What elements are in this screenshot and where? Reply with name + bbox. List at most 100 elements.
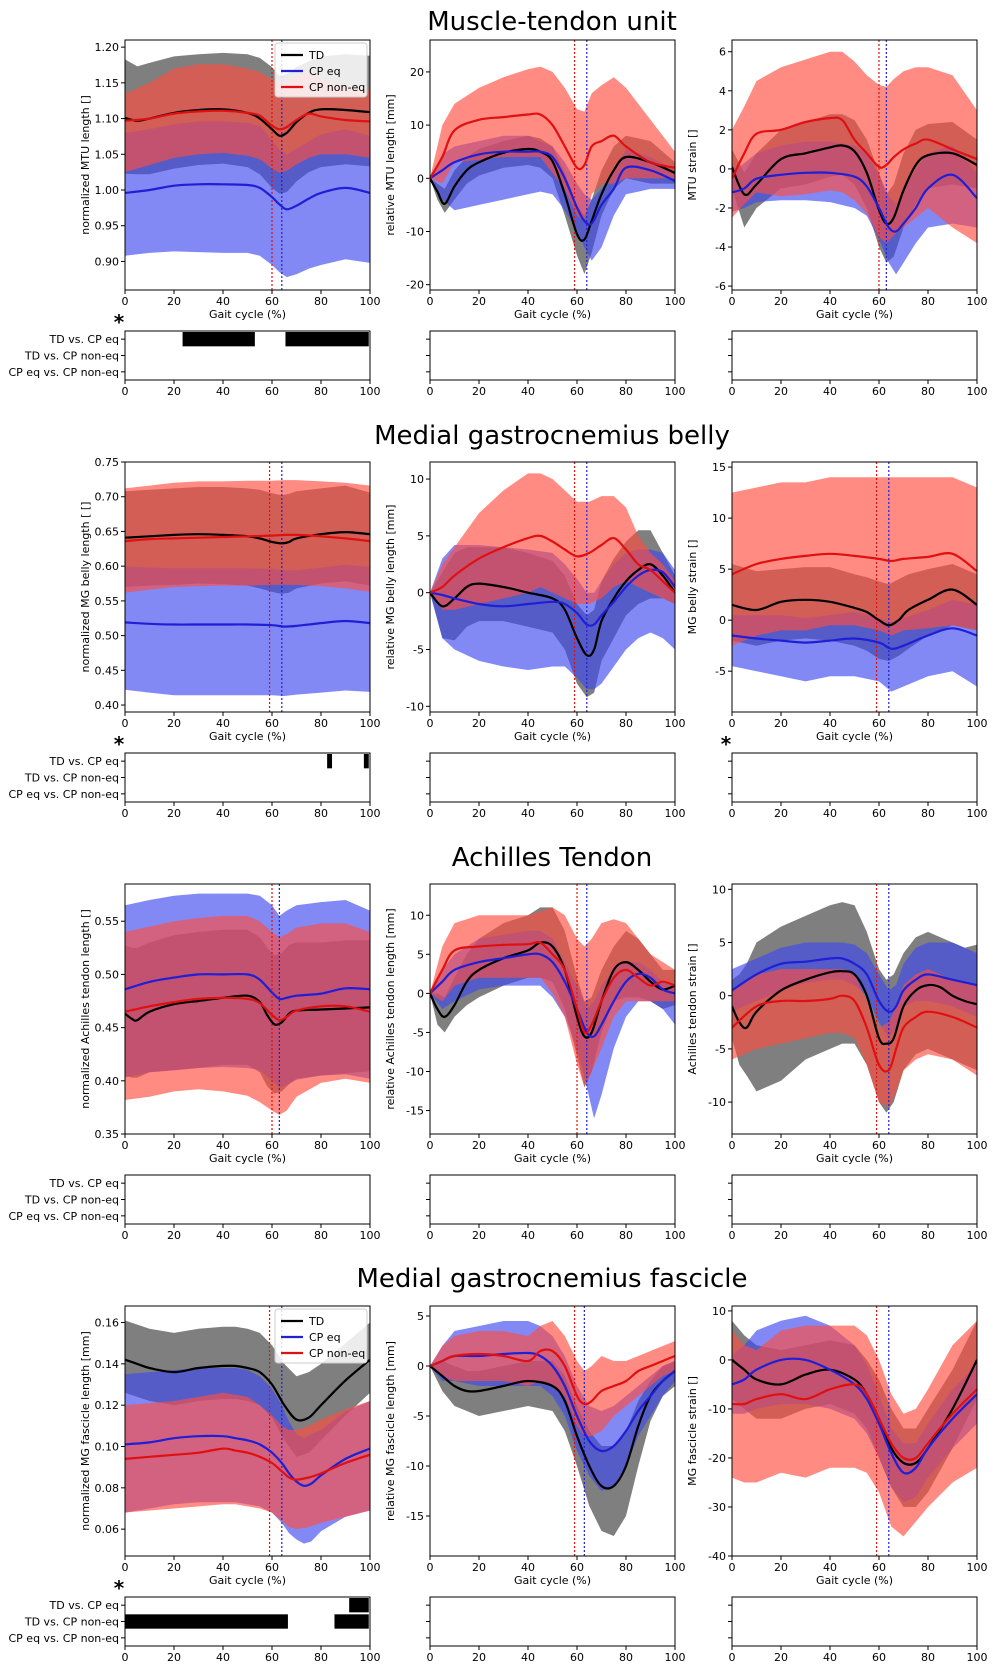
- mean-line-cp-eq: [125, 972, 370, 1001]
- y-tick-label: 5: [417, 1310, 424, 1323]
- sig-x-tick-label: 100: [967, 1651, 988, 1664]
- sig-x-tick-label: 0: [427, 1229, 434, 1242]
- band-cp-non-eq: [732, 51, 977, 244]
- x-tick-label: 60: [872, 295, 886, 308]
- x-tick-label: 80: [921, 295, 935, 308]
- mean-line-cp-eq: [732, 1357, 977, 1475]
- sig-x-tick-label: 0: [729, 1229, 736, 1242]
- sig-x-tick-label: 20: [774, 807, 788, 820]
- x-tick-label: 0: [729, 717, 736, 730]
- chart-plot-area: [125, 462, 370, 712]
- mean-line-cp-non-eq: [430, 940, 675, 1035]
- legend: TD CP eq CP non-eq: [274, 42, 368, 98]
- sig-x-tick-label: 40: [216, 385, 230, 398]
- sig-x-tick-label: 0: [122, 385, 129, 398]
- y-axis-label: normalized MG fascicle length [mm]: [79, 1331, 92, 1531]
- legend: TD CP eq CP non-eq: [274, 1308, 368, 1364]
- y-axis-label: normalized Achilles tendon length []: [79, 909, 92, 1109]
- significance-frame: [429, 1596, 676, 1647]
- x-tick-label: 100: [360, 295, 381, 308]
- x-axis-label: Gait cycle (%): [209, 1152, 286, 1165]
- y-tick-label: 1.00: [95, 184, 120, 197]
- significance-panel: 0 20 40 60 80 100: [426, 1596, 686, 1664]
- y-tick-label: 0: [417, 587, 424, 600]
- x-tick-label: 100: [360, 717, 381, 730]
- sig-x-tick-label: 80: [314, 1651, 328, 1664]
- chart-plot-area: [732, 884, 977, 1134]
- significance-star: *: [114, 732, 125, 756]
- legend-box: [274, 42, 368, 98]
- sig-x-tick-label: 20: [472, 385, 486, 398]
- x-tick-label: 60: [570, 1561, 584, 1574]
- y-tick-label: -20: [708, 1452, 726, 1465]
- chart-panel-3: 0.40 0.45 0.50 0.55 0.60 0.65 0.70 0.75 0 20 40 60 8…: [9, 456, 381, 820]
- x-tick-label: 60: [265, 295, 279, 308]
- mean-line-cp-eq: [430, 150, 675, 226]
- x-tick-label: 20: [167, 717, 181, 730]
- significance-star: *: [721, 732, 732, 756]
- x-tick-label: 100: [665, 295, 686, 308]
- x-tick-label: 60: [872, 1139, 886, 1152]
- y-tick-label: -30: [708, 1501, 726, 1514]
- comparison-label: TD vs. CP non-eq: [24, 1616, 119, 1629]
- sig-x-tick-label: 40: [823, 807, 837, 820]
- y-tick-label: 1.15: [95, 77, 120, 90]
- sig-x-tick-label: 100: [967, 807, 988, 820]
- chart-panel-5: -5 0 5 10 15 0 20 40 60 80 100 Gait cycle (%) MG bel…: [686, 461, 988, 820]
- axes-frame: [429, 883, 676, 1135]
- mean-line-td: [430, 563, 675, 657]
- y-tick-label: 0.06: [95, 1523, 120, 1536]
- y-tick-label: -10: [708, 1403, 726, 1416]
- sig-x-tick-label: 60: [265, 385, 279, 398]
- comparison-label: TD vs. CP non-eq: [24, 350, 119, 363]
- x-axis-label: Gait cycle (%): [209, 308, 286, 321]
- y-tick-label: -15: [406, 1510, 424, 1523]
- y-tick-label: 0.12: [95, 1399, 120, 1412]
- comparison-label: TD vs. CP eq: [49, 333, 119, 346]
- x-tick-label: 40: [521, 1139, 535, 1152]
- y-tick-label: -5: [413, 644, 424, 657]
- chart-panel-6: 0.35 0.40 0.45 0.50 0.55 0 20 40 60 80 100 Gait cyc…: [9, 883, 381, 1242]
- sig-x-tick-label: 0: [427, 385, 434, 398]
- y-tick-label: 0: [417, 1360, 424, 1373]
- x-tick-label: 20: [167, 1139, 181, 1152]
- y-axis-label: normalized MG belly length [ []: [79, 502, 92, 673]
- sig-x-tick-label: 20: [167, 807, 181, 820]
- significance-frame: [731, 1174, 978, 1225]
- x-tick-label: 20: [774, 717, 788, 730]
- x-tick-label: 80: [921, 717, 935, 730]
- y-tick-label: -20: [406, 279, 424, 292]
- x-tick-label: 40: [216, 1139, 230, 1152]
- mean-line-cp-eq: [125, 183, 370, 211]
- y-tick-label: -40: [708, 1550, 726, 1563]
- x-tick-label: 100: [967, 1139, 988, 1152]
- x-tick-label: 100: [360, 1561, 381, 1574]
- sig-x-tick-label: 80: [921, 385, 935, 398]
- y-tick-label: -15: [406, 1105, 424, 1118]
- band-cp-non-eq: [732, 969, 977, 1108]
- y-tick-label: -5: [413, 1026, 424, 1039]
- comparison-label: TD vs. CP eq: [49, 1599, 119, 1612]
- sig-x-tick-label: 80: [921, 807, 935, 820]
- sig-x-tick-label: 0: [122, 807, 129, 820]
- significance-panel: 0 20 40 60 80 100: [426, 330, 686, 398]
- mean-line-td: [732, 969, 977, 1046]
- x-tick-label: 80: [314, 717, 328, 730]
- y-tick-label: -10: [708, 1096, 726, 1109]
- x-tick-label: 60: [872, 1561, 886, 1574]
- sig-x-tick-label: 100: [360, 1651, 381, 1664]
- y-tick-label: -10: [406, 1066, 424, 1079]
- section-title-mtu: Muscle-tendon unit: [427, 7, 677, 37]
- x-axis-label: Gait cycle (%): [514, 308, 591, 321]
- x-tick-label: 100: [967, 717, 988, 730]
- sig-x-tick-label: 40: [521, 1229, 535, 1242]
- mean-line-td: [430, 1365, 675, 1490]
- sig-x-tick-label: 100: [967, 385, 988, 398]
- legend-entry: TD: [308, 1315, 324, 1328]
- x-axis-label: Gait cycle (%): [514, 1574, 591, 1587]
- sig-x-tick-label: 20: [774, 1229, 788, 1242]
- x-tick-label: 40: [216, 295, 230, 308]
